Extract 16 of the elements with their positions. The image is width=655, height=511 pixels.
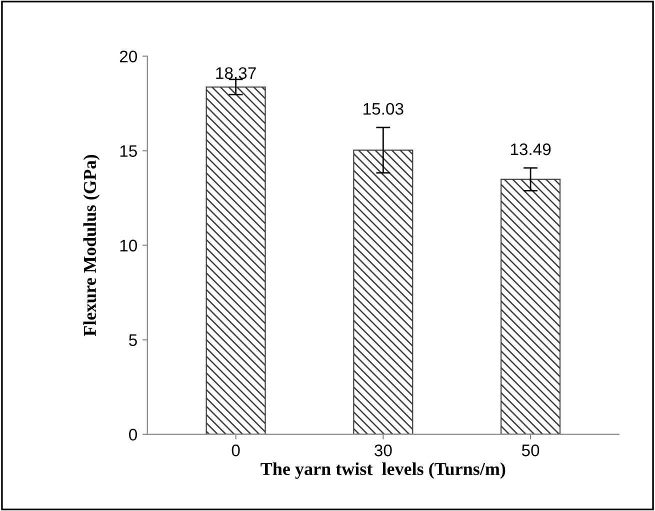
x-tick-label: 0: [232, 444, 240, 456]
data-label: 13.49: [510, 143, 551, 156]
y-tick-label: 5: [129, 334, 137, 346]
data-label: 15.03: [364, 102, 404, 115]
data-label: 18.37: [216, 67, 256, 80]
bar: [206, 86, 266, 434]
y-tick-label: 0: [129, 428, 137, 441]
x-tick-label: 50: [522, 444, 540, 456]
y-tick-label: 15: [120, 145, 137, 157]
y-tick-label: 20: [120, 50, 138, 62]
y-axis-title: Flexure Modulus (GPa): [83, 154, 100, 336]
x-tick-label: 30: [374, 444, 392, 456]
bar: [353, 150, 414, 434]
y-tick-label: 10: [120, 240, 138, 252]
x-axis-title: The yarn twist levels (Turns/m): [260, 462, 506, 479]
bar: [500, 178, 561, 434]
